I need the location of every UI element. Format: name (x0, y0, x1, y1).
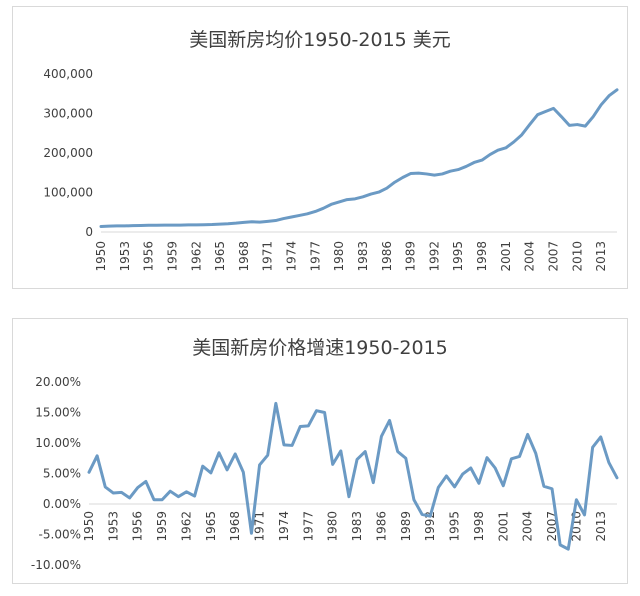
growth-x-tick-label: 1986 (374, 511, 388, 542)
chart-house-price: 0 100,000 200,000 300,000 400,000 1950 1953 195… (43, 67, 619, 272)
growth-x-tick-label: 2001 (496, 511, 510, 542)
chart-title-house-price: 美国新房均价1950-2015 美元 (189, 29, 451, 51)
price-y-tick-label: 400,000 (43, 67, 93, 81)
price-x-tick-label: 1983 (356, 241, 370, 272)
price-x-tick-label: 2004 (523, 241, 537, 272)
growth-y-tick-label: 10.00% (35, 436, 81, 450)
growth-y-tick-label: 20.00% (35, 375, 81, 389)
price-y-tick-label: 200,000 (43, 146, 93, 160)
chart-panel-house-price: 美国新房均价1950-2015 美元 0 100,000 200,000 300,00… (12, 6, 628, 289)
growth-x-tick-label: 2004 (521, 511, 535, 542)
chart-price-growth: -10.00% -5.00% 0.00% 5.00% 10.00% 15.00% 20.00… (31, 375, 619, 572)
growth-x-tick-label: 1974 (277, 511, 291, 542)
price-x-tick-label: 1950 (94, 241, 108, 272)
price-x-tick-label: 1962 (189, 241, 203, 272)
growth-y-tick-label: 0.00% (43, 497, 81, 511)
price-y-tick-label: 0 (85, 225, 93, 239)
growth-x-tick-label: 1953 (106, 511, 120, 542)
price-x-tick-label: 1956 (142, 241, 156, 272)
growth-x-tick-label: 1962 (179, 511, 193, 542)
price-x-tick-label: 1968 (237, 241, 251, 272)
growth-x-tick-label: 2013 (594, 511, 608, 542)
growth-x-tick-label: 1998 (472, 511, 486, 542)
growth-x-tick-label: 1956 (131, 511, 145, 542)
price-series-line (99, 88, 619, 228)
price-x-tick-label: 1992 (427, 241, 441, 272)
price-x-tick-label: 1953 (118, 241, 132, 272)
price-y-tick-label: 100,000 (43, 186, 93, 200)
growth-x-tick-label: 1977 (301, 511, 315, 542)
growth-x-tick-label: 1983 (350, 511, 364, 542)
growth-x-tick-label: 1959 (155, 511, 169, 542)
growth-x-tick-label: 1971 (253, 511, 267, 542)
growth-y-tick-label: -5.00% (39, 528, 81, 542)
growth-x-tick-label: 1995 (448, 511, 462, 542)
price-x-tick-label: 1974 (285, 241, 299, 272)
price-x-tick-label: 1977 (308, 241, 322, 272)
growth-x-tick-label: 1980 (326, 511, 340, 542)
price-x-tick-label: 2007 (546, 241, 560, 272)
price-x-tick-label: 1980 (332, 241, 346, 272)
price-x-tick-label: 1965 (213, 241, 227, 272)
growth-x-tick-label: 1950 (82, 511, 96, 542)
price-x-tick-label: 2013 (594, 241, 608, 272)
price-x-tick-label: 2001 (499, 241, 513, 272)
price-y-tick-label: 300,000 (43, 107, 93, 121)
growth-x-tick-label: 1989 (399, 511, 413, 542)
chart-title-price-growth: 美国新房价格增速1950-2015 (192, 337, 448, 359)
chart-panel-price-growth: 美国新房价格增速1950-2015 -10.00% -5.00% 0.00% 5.00… (12, 318, 628, 584)
price-x-tick-label: 1995 (451, 241, 465, 272)
growth-y-tick-label: -10.00% (31, 558, 81, 572)
price-x-tick-label: 1998 (475, 241, 489, 272)
price-x-tick-label: 1971 (261, 241, 275, 272)
price-x-tick-label: 1986 (380, 241, 394, 272)
growth-x-tick-label: 1992 (423, 511, 437, 542)
growth-series-line (87, 401, 619, 551)
price-x-tick-label: 1959 (165, 241, 179, 272)
growth-x-tick-label: 1965 (204, 511, 218, 542)
growth-y-tick-label: 15.00% (35, 406, 81, 420)
price-x-tick-label: 2010 (570, 241, 584, 272)
growth-x-tick-label: 1968 (228, 511, 242, 542)
growth-y-tick-label: 5.00% (43, 467, 81, 481)
price-x-tick-label: 1989 (404, 241, 418, 272)
